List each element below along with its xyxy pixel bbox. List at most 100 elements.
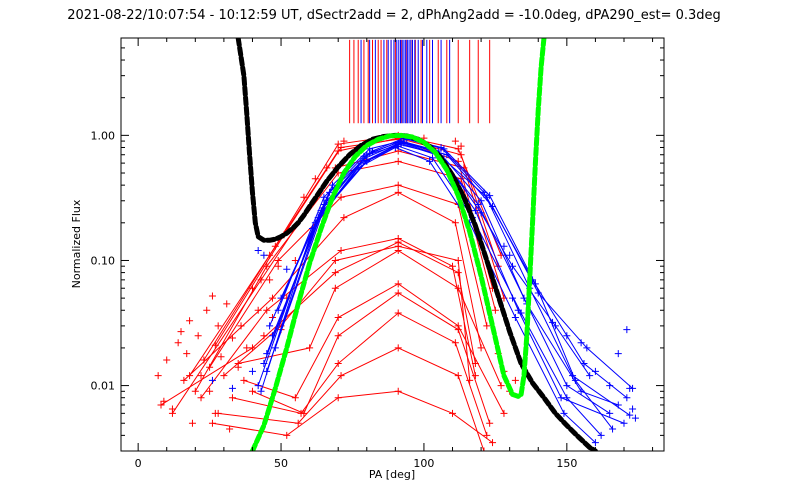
blue-data-point — [254, 382, 262, 390]
red-data-point — [483, 322, 491, 330]
red-series-line — [194, 160, 496, 392]
red-data-point — [248, 387, 256, 395]
red-series-line — [209, 184, 488, 368]
red-data-point — [186, 317, 194, 325]
red-data-point — [180, 376, 188, 384]
red-data-point — [208, 292, 216, 300]
blue-data-point — [471, 207, 479, 215]
red-data-point — [154, 372, 162, 380]
red-data-point — [454, 372, 462, 380]
red-series — [154, 131, 519, 451]
red-data-point — [160, 397, 168, 405]
x-tick-label: 0 — [135, 457, 142, 470]
red-series-line — [223, 245, 471, 381]
blue-series-line — [257, 143, 625, 424]
red-series-line — [243, 283, 505, 414]
red-data-point — [263, 262, 271, 270]
blue-data-point — [506, 251, 514, 259]
red-data-point — [266, 276, 274, 284]
red-data-point — [331, 269, 339, 277]
blue-data-point — [208, 376, 216, 384]
blue-data-point — [534, 289, 542, 297]
blue-data-point — [443, 151, 451, 159]
red-data-point — [454, 256, 462, 264]
red-series-line — [183, 191, 482, 381]
blue-data-point — [257, 387, 265, 395]
blue-data-point — [623, 394, 631, 402]
blue-data-point — [474, 201, 482, 209]
blue-series-line — [269, 141, 619, 406]
red-data-point — [177, 328, 185, 336]
red-data-point — [206, 363, 214, 371]
blue-data-point — [551, 322, 559, 330]
plot-frame — [120, 37, 665, 452]
blue-data-point — [260, 251, 268, 259]
red-data-point — [331, 284, 339, 292]
blue-data-point — [577, 339, 585, 347]
red-data-point — [454, 284, 462, 292]
red-data-point — [334, 360, 342, 368]
red-data-point — [491, 306, 499, 314]
x-tick-label: 150 — [556, 457, 577, 470]
red-data-point — [337, 143, 345, 151]
blue-data-point — [563, 332, 571, 340]
red-data-point — [254, 306, 262, 314]
y-tick-label: 0.01 — [91, 380, 116, 393]
red-data-point — [480, 447, 488, 451]
red-data-point — [457, 151, 465, 159]
blue-data-point — [591, 439, 599, 447]
blue-data-point — [274, 306, 282, 314]
blue-data-point — [400, 139, 408, 147]
blue-data-point — [517, 309, 525, 317]
red-data-point — [394, 387, 402, 395]
blue-data-point — [254, 247, 262, 255]
red-data-point — [183, 350, 191, 358]
red-data-point — [451, 339, 459, 347]
blue-data-point — [486, 192, 494, 200]
red-data-point — [220, 372, 228, 380]
red-data-point — [197, 372, 205, 380]
red-data-point — [311, 175, 319, 183]
red-data-point — [228, 334, 236, 342]
blue-data-point — [477, 209, 485, 217]
red-data-point — [208, 419, 216, 427]
blue-data-point — [626, 384, 634, 392]
red-data-point — [489, 439, 497, 447]
red-data-point — [451, 137, 459, 145]
red-data-point — [394, 289, 402, 297]
blue-data-point — [614, 401, 622, 409]
red-data-point — [486, 419, 494, 427]
green-fit-curve — [249, 38, 547, 451]
red-data-point — [306, 344, 314, 352]
red-data-point — [291, 394, 299, 402]
blue-data-point — [629, 405, 637, 413]
blue-data-point — [606, 382, 614, 390]
red-data-point — [226, 425, 234, 433]
red-data-point — [203, 306, 211, 314]
red-data-point — [323, 164, 331, 172]
red-data-point — [157, 401, 165, 409]
red-data-point — [197, 394, 205, 402]
y-axis: 0.01 0.10 1.00 — [91, 37, 664, 452]
red-series-line — [238, 249, 502, 386]
blue-data-point — [560, 409, 568, 417]
blue-data-point — [631, 414, 639, 422]
red-data-point — [334, 140, 342, 148]
red-data-point — [294, 419, 302, 427]
red-data-point — [394, 247, 402, 255]
red-data-point — [337, 372, 345, 380]
red-data-point — [334, 332, 342, 340]
red-data-point — [477, 344, 485, 352]
blue-data-point — [509, 294, 517, 302]
blue-data-point — [591, 367, 599, 375]
red-data-point — [394, 181, 402, 189]
red-data-point — [331, 256, 339, 264]
red-data-point — [214, 322, 222, 330]
red-data-point — [163, 356, 171, 364]
blue-data-point — [583, 344, 591, 352]
red-data-point — [206, 387, 214, 395]
red-data-point — [237, 322, 245, 330]
red-data-point — [211, 409, 219, 417]
y-tick-label: 1.00 — [91, 129, 116, 142]
